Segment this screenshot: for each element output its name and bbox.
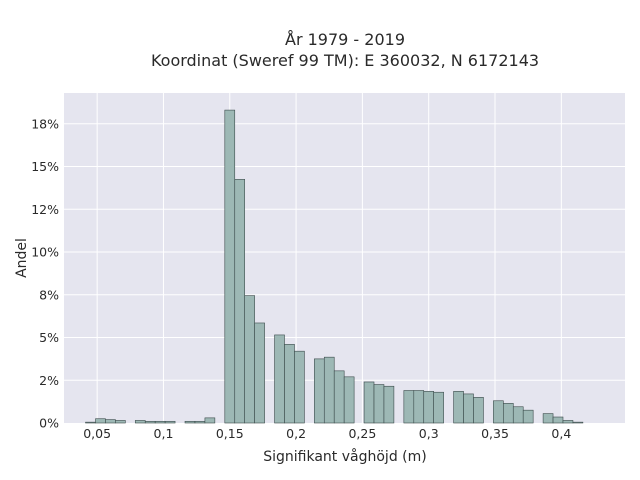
histogram-bar	[562, 420, 574, 424]
histogram-bar	[463, 393, 474, 424]
histogram-bars	[85, 109, 584, 424]
histogram-bar	[115, 420, 126, 424]
x-tick-label: 0,35	[481, 426, 509, 441]
histogram-bar	[314, 358, 325, 424]
histogram-bar	[95, 418, 106, 424]
histogram-bar	[453, 391, 464, 424]
y-tick-label: 18%	[31, 116, 59, 131]
plot-area	[64, 93, 625, 423]
histogram-bar	[552, 416, 564, 424]
histogram-bar	[323, 356, 335, 424]
x-tick-label: 0,3	[419, 426, 439, 441]
histogram-bar	[164, 420, 176, 424]
histogram-bar	[333, 370, 345, 424]
histogram-bar	[493, 400, 504, 424]
y-tick-label: 8%	[39, 287, 59, 302]
histogram-bar	[184, 420, 196, 424]
histogram-bar	[105, 419, 116, 424]
histogram-bar	[542, 413, 554, 424]
y-tick-label: 10%	[31, 245, 59, 260]
histogram-bar	[423, 391, 434, 424]
histogram-bar	[224, 109, 236, 424]
histogram-bar	[413, 390, 425, 424]
histogram-bar	[144, 420, 156, 424]
y-tick-label: 12%	[31, 202, 59, 217]
x-tick-label: 0,25	[348, 426, 376, 441]
histogram-bar	[503, 403, 514, 424]
histogram-bar	[473, 397, 484, 424]
histogram-bar	[294, 350, 305, 424]
x-tick-label: 0,1	[154, 426, 174, 441]
chart-title: År 1979 - 2019	[285, 30, 405, 49]
histogram-bar	[134, 420, 146, 424]
histogram-bar	[254, 322, 265, 424]
histogram-bar	[572, 421, 584, 424]
histogram-bar	[373, 384, 385, 424]
histogram-bar	[274, 334, 285, 424]
histogram-bar	[204, 417, 216, 424]
y-tick-label: 15%	[31, 159, 59, 174]
y-gridlines	[64, 123, 625, 381]
histogram-bar	[403, 390, 415, 424]
y-axis-ticks: 0% 2% 5% 8% 10% 12% 15% 18%	[31, 116, 59, 430]
histogram-bar	[85, 421, 96, 424]
histogram-bar	[343, 376, 355, 424]
x-axis-ticks: 0,05 0,1 0,15 0,2 0,25 0,3 0,35 0,4	[83, 426, 571, 441]
x-tick-label: 0,4	[551, 426, 571, 441]
y-axis-label: Andel	[14, 238, 30, 278]
y-tick-label: 0%	[39, 416, 59, 431]
histogram-bar	[512, 406, 524, 424]
histogram-bar	[284, 344, 295, 424]
y-tick-label: 5%	[39, 330, 59, 345]
histogram-bar	[383, 385, 395, 424]
x-tick-label: 0,05	[83, 426, 111, 441]
histogram-bar	[363, 381, 375, 424]
x-tick-label: 0,15	[216, 426, 244, 441]
histogram-bar	[244, 295, 255, 424]
histogram-bar	[433, 391, 444, 424]
histogram-bar	[154, 420, 166, 424]
y-tick-label: 2%	[39, 373, 59, 388]
histogram-bar	[522, 409, 534, 424]
histogram-bar	[194, 420, 206, 424]
x-tick-label: 0,2	[286, 426, 306, 441]
histogram-bar	[234, 179, 246, 424]
x-axis-label: Signifikant våghöjd (m)	[263, 448, 426, 465]
chart-subtitle: Koordinat (Sweref 99 TM): E 360032, N 61…	[151, 51, 539, 70]
